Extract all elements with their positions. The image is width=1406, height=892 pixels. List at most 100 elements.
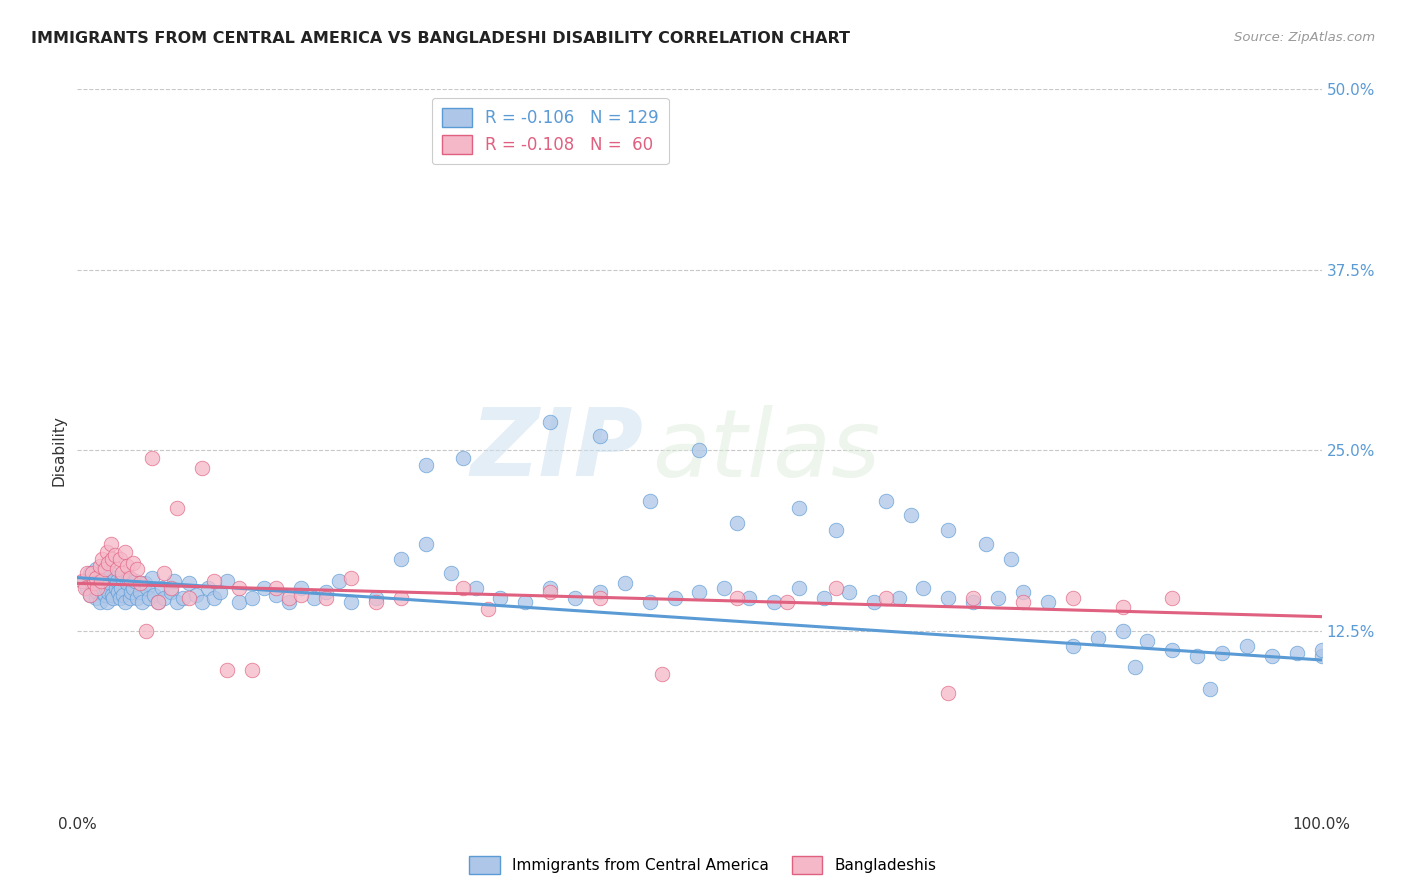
Point (115, 576, 138, 591)
Point (364, 595, 387, 609)
Point (101, 588, 124, 602)
Point (166, 501, 188, 516)
Point (128, 576, 150, 591)
Point (1185, 648, 1208, 663)
Point (936, 686, 959, 700)
Point (451, 450, 474, 465)
Point (738, 591, 761, 605)
Point (104, 571, 127, 585)
Point (114, 595, 136, 609)
Point (936, 591, 959, 605)
Point (838, 585, 860, 599)
Point (1161, 643, 1184, 657)
Point (120, 585, 142, 599)
Point (1261, 648, 1284, 663)
Point (209, 585, 232, 599)
Point (86, 581, 108, 595)
Point (135, 624, 157, 639)
Point (862, 595, 884, 609)
Point (82, 576, 104, 591)
Point (105, 574, 128, 588)
Point (76, 566, 98, 581)
Point (111, 571, 134, 585)
Point (93, 571, 115, 585)
Point (277, 591, 299, 605)
Point (228, 595, 250, 609)
Point (83, 576, 105, 591)
Point (787, 501, 810, 516)
Point (328, 574, 350, 588)
Text: IMMIGRANTS FROM CENTRAL AMERICA VS BANGLADESHI DISABILITY CORRELATION CHART: IMMIGRANTS FROM CENTRAL AMERICA VS BANGL… (31, 31, 851, 46)
Point (825, 581, 848, 595)
Point (86, 585, 108, 599)
Point (136, 581, 159, 595)
Point (202, 591, 225, 605)
Point (202, 574, 225, 588)
Point (82, 566, 104, 581)
Point (100, 537, 122, 551)
Point (725, 591, 748, 605)
Legend: R = -0.106   N = 129, R = -0.108   N =  60: R = -0.106 N = 129, R = -0.108 N = 60 (432, 97, 669, 164)
Point (84, 571, 107, 585)
Point (97, 574, 120, 588)
Point (91, 551, 114, 566)
Point (128, 585, 150, 599)
Point (1000, 551, 1022, 566)
Point (290, 588, 312, 602)
Point (118, 591, 141, 605)
Point (464, 581, 486, 595)
Point (638, 595, 661, 609)
Point (477, 602, 499, 616)
Point (1310, 643, 1333, 657)
Point (179, 576, 201, 591)
Text: Source: ZipAtlas.com: Source: ZipAtlas.com (1234, 31, 1375, 45)
Point (148, 595, 170, 609)
Point (962, 591, 984, 605)
Point (1111, 599, 1133, 614)
Text: ZIP: ZIP (471, 404, 644, 497)
Point (415, 537, 437, 551)
Point (1123, 660, 1146, 674)
Point (974, 537, 997, 551)
Point (97, 556, 120, 570)
Point (215, 663, 238, 677)
Point (110, 581, 132, 595)
Point (79, 588, 101, 602)
Point (1211, 646, 1233, 660)
Point (364, 591, 387, 605)
Point (115, 559, 138, 574)
Point (651, 667, 673, 681)
Point (589, 591, 612, 605)
Point (962, 595, 984, 609)
Point (89, 581, 111, 595)
Point (489, 591, 512, 605)
Point (787, 581, 810, 595)
Point (179, 591, 201, 605)
Point (104, 581, 127, 595)
Point (122, 581, 145, 595)
Point (163, 574, 186, 588)
Point (159, 585, 181, 599)
Point (1062, 639, 1084, 653)
Point (613, 576, 636, 591)
Point (875, 591, 897, 605)
Point (72, 574, 94, 588)
Point (93, 588, 115, 602)
Point (105, 562, 128, 576)
Point (664, 591, 686, 605)
Point (148, 595, 170, 609)
Point (143, 588, 166, 602)
Point (887, 591, 910, 605)
Point (125, 562, 148, 576)
Point (775, 595, 797, 609)
Point (72, 574, 94, 588)
Point (79, 566, 101, 581)
Point (124, 574, 146, 588)
Point (389, 591, 412, 605)
Point (122, 556, 145, 570)
Point (266, 588, 288, 602)
Point (689, 585, 711, 599)
Point (100, 566, 122, 581)
Point (172, 591, 194, 605)
Point (87, 574, 110, 588)
